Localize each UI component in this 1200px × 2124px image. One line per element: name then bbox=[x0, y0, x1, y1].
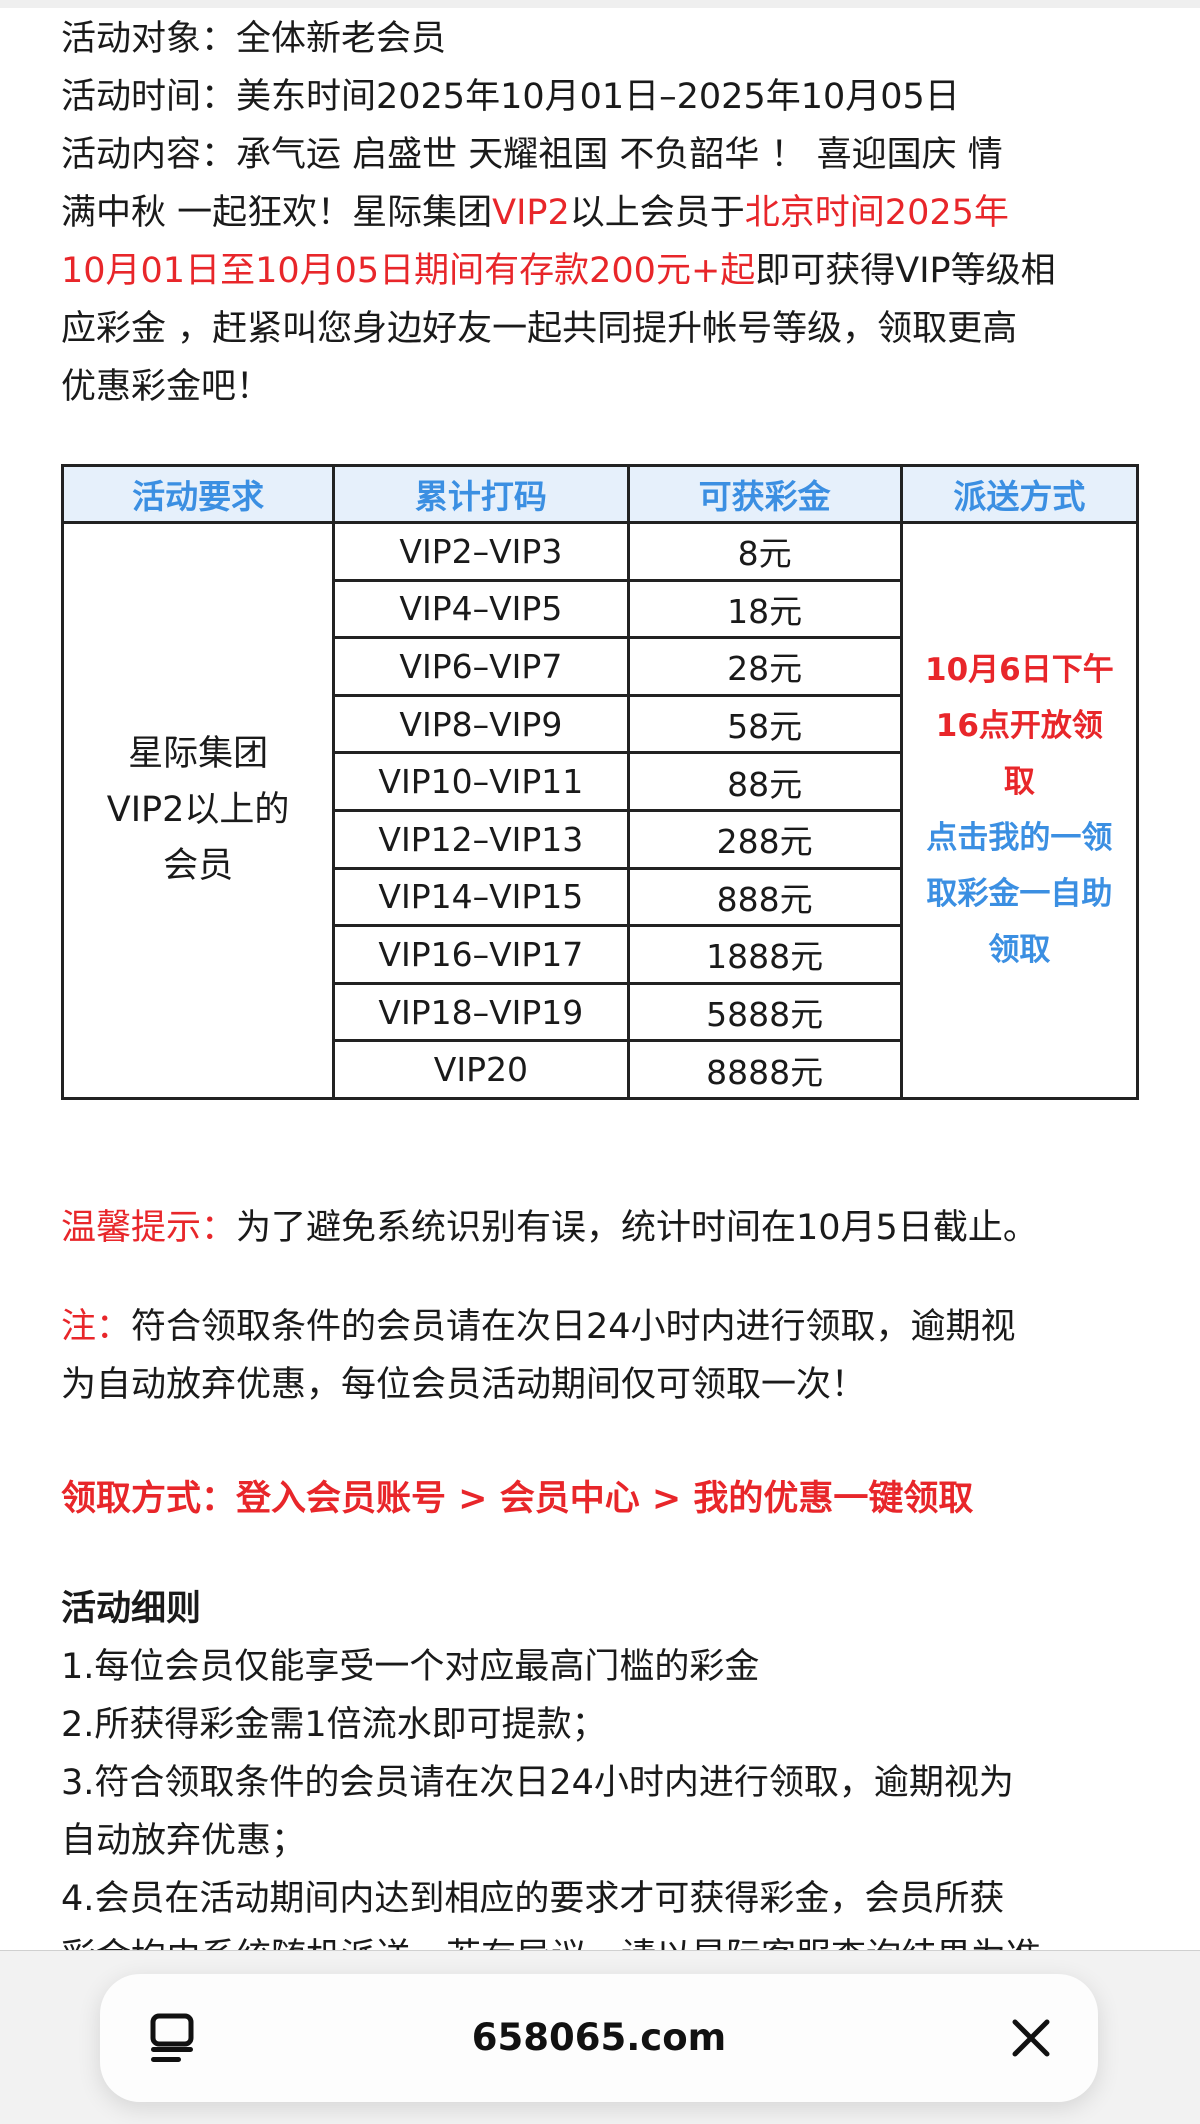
rules-title: 活动细则 bbox=[61, 1589, 202, 1629]
intro-line: 应彩金 ，赶紧叫您身边好友一起共同提升帐号等级，领取更高 bbox=[61, 300, 1151, 358]
highlight-text: 北京时间2025年 bbox=[744, 193, 1009, 233]
table-header-row: 活动要求 累计打码 可获彩金 派送方式 bbox=[60, 464, 1140, 524]
table-row: VIP6–VIP7 28元 bbox=[63, 636, 1138, 697]
level-cell: VIP2–VIP3 bbox=[332, 521, 630, 582]
method-instruction-line: 领取 bbox=[988, 932, 1051, 969]
intro-text-segment: 优惠彩金吧！ bbox=[61, 367, 272, 407]
note-line1: 符合领取条件的会员请在次日24小时内进行领取，逾期视 bbox=[131, 1307, 1016, 1347]
table-row: VIP10–VIP11 88元 bbox=[63, 751, 1138, 812]
intro-line: 活动时间：美东时间2025年10月01日–2025年10月05日 bbox=[61, 68, 1151, 126]
intro-text-segment: 以上会员于 bbox=[569, 193, 745, 233]
table-row: VIP4–VIP5 18元 bbox=[63, 578, 1138, 640]
note-line2: 为自动放弃优惠，每位会员活动期间仅可领取一次！ bbox=[61, 1365, 867, 1405]
level-cell: VIP6–VIP7 bbox=[332, 636, 630, 697]
note: 注：符合领取条件的会员请在次日24小时内进行领取，逾期视 为自动放弃优惠，每位会… bbox=[61, 1298, 1151, 1414]
header-turnover: 累计打码 bbox=[332, 464, 630, 524]
rules: 活动细则 1.每位会员仅能享受一个对应最高门槛的彩金 2.所获得彩金需1倍流水即可… bbox=[61, 1580, 1151, 1986]
header-bonus: 可获彩金 bbox=[626, 464, 903, 524]
requirement-cell: 星际集团 VIP2以上的 会员 bbox=[60, 521, 336, 1100]
table-row: VIP12–VIP13 288元 bbox=[63, 808, 1138, 870]
intro-text-segment: 活动时间：美东时间2025年10月01日–2025年10月05日 bbox=[61, 77, 960, 117]
bonus-cell: 58元 bbox=[626, 693, 903, 755]
level-cell: VIP8–VIP9 bbox=[332, 693, 630, 755]
level-cell: VIP20 bbox=[332, 1039, 630, 1100]
table-row: VIP14–VIP15 888元 bbox=[63, 866, 1138, 928]
intro-text-segment: 即可获得VIP等级相 bbox=[755, 251, 1056, 291]
tip-label: 温馨提示： bbox=[61, 1208, 237, 1248]
table-row: VIP18–VIP19 5888元 bbox=[63, 981, 1138, 1043]
url-text[interactable]: 658065.com bbox=[471, 2016, 727, 2059]
rule-line: 3.符合领取条件的会员请在次日24小时内进行领取，逾期视为 bbox=[61, 1763, 1014, 1803]
level-cell: VIP4–VIP5 bbox=[332, 578, 630, 640]
method-time-line: 16点开放领 bbox=[935, 708, 1103, 745]
claim-method: 领取方式：登入会员账号 > 会员中心 > 我的优惠一键领取 bbox=[61, 1479, 974, 1519]
bonus-cell: 888元 bbox=[626, 866, 903, 928]
bonus-cell: 28元 bbox=[626, 636, 903, 697]
intro-text-segment: 应彩金 ，赶紧叫您身边好友一起共同提升帐号等级，领取更高 bbox=[61, 309, 1018, 349]
browser-bottom-bar: 658065.com bbox=[0, 1950, 1200, 2124]
level-cell: VIP16–VIP17 bbox=[332, 924, 630, 985]
bonus-cell: 288元 bbox=[626, 808, 903, 870]
level-cell: VIP12–VIP13 bbox=[332, 808, 630, 870]
header-method: 派送方式 bbox=[899, 464, 1140, 524]
requirement-line: VIP2以上的 bbox=[106, 790, 290, 831]
bonus-cell: 8元 bbox=[626, 521, 903, 582]
rule-line: 1.每位会员仅能享受一个对应最高门槛的彩金 bbox=[61, 1647, 760, 1687]
table-row: 星际集团 VIP2以上的 会员 VIP2–VIP3 8元 10月6日下午 16点开放领取点击… bbox=[60, 521, 1140, 1100]
tabs-icon[interactable] bbox=[150, 2013, 194, 2065]
method-time-line: 10月6日下午 bbox=[925, 652, 1114, 689]
requirement-line: 星际集团 bbox=[128, 734, 269, 775]
intro-line: 活动对象：全体新老会员 bbox=[61, 10, 1151, 68]
method-time-line: 取 bbox=[1003, 764, 1035, 801]
intro-text: 活动对象：全体新老会员活动时间：美东时间2025年10月01日–2025年10月… bbox=[61, 10, 1151, 416]
method-instruction-line: 取彩金一自助 bbox=[926, 876, 1113, 913]
bonus-cell: 1888元 bbox=[626, 924, 903, 985]
table-row: VIP16–VIP17 1888元 bbox=[63, 924, 1138, 985]
bonus-table: 活动要求 累计打码 可获彩金 派送方式 星际集团 VIP2以上的 会员 VIP2–VI… bbox=[60, 464, 1140, 1100]
method-instruction-line: 点击我的一领 bbox=[926, 820, 1113, 857]
level-cell: VIP18–VIP19 bbox=[332, 981, 630, 1043]
bonus-cell: 8888元 bbox=[626, 1039, 903, 1100]
close-icon[interactable] bbox=[1009, 2016, 1053, 2060]
header-requirement: 活动要求 bbox=[60, 464, 336, 524]
highlight-text: 10月01日至10月05日期间有存款200元+起 bbox=[61, 251, 756, 291]
rule-line: 4.会员在活动期间内达到相应的要求才可获得彩金，会员所获 bbox=[61, 1879, 1005, 1919]
intro-text-segment: 活动内容：承气运 启盛世 天耀祖国 不负韶华 ！ 喜迎国庆 情 bbox=[61, 135, 1003, 175]
note-label: 注： bbox=[61, 1307, 132, 1347]
table-row: VIP8–VIP9 58元 bbox=[63, 693, 1138, 755]
level-cell: VIP10–VIP11 bbox=[332, 751, 630, 812]
intro-line: 优惠彩金吧！ bbox=[61, 358, 1151, 416]
bonus-cell: 5888元 bbox=[626, 981, 903, 1043]
bonus-cell: 88元 bbox=[626, 751, 903, 812]
bonus-cell: 18元 bbox=[626, 578, 903, 640]
top-edge bbox=[0, 0, 1200, 8]
intro-line: 活动内容：承气运 启盛世 天耀祖国 不负韶华 ！ 喜迎国庆 情 bbox=[61, 126, 1151, 184]
intro-line: 10月01日至10月05日期间有存款200元+起即可获得VIP等级相 bbox=[61, 242, 1151, 300]
address-bar[interactable]: 658065.com bbox=[100, 1974, 1098, 2102]
intro-text-segment: 活动对象：全体新老会员 bbox=[61, 19, 447, 59]
tip: 温馨提示：为了避免系统识别有误，统计时间在10月5日截止。 bbox=[61, 1199, 1151, 1257]
rule-line: 自动放弃优惠； bbox=[61, 1821, 307, 1861]
tip-text: 为了避免系统识别有误，统计时间在10月5日截止。 bbox=[236, 1208, 1038, 1248]
intro-line: 满中秋 一起狂欢！星际集团VIP2以上会员于北京时间2025年 bbox=[61, 184, 1151, 242]
rule-line: 2.所获得彩金需1倍流水即可提款； bbox=[61, 1705, 607, 1745]
table-row: VIP20 8888元 bbox=[63, 1039, 1138, 1100]
requirement-line: 会员 bbox=[163, 846, 234, 887]
delivery-method-cell: 10月6日下午 16点开放领取点击我的一领 取彩金一自助 领取 bbox=[899, 521, 1140, 1100]
level-cell: VIP14–VIP15 bbox=[332, 866, 630, 928]
intro-text-segment: 满中秋 一起狂欢！星际集团 bbox=[61, 193, 493, 233]
highlight-text: VIP2 bbox=[492, 193, 570, 233]
